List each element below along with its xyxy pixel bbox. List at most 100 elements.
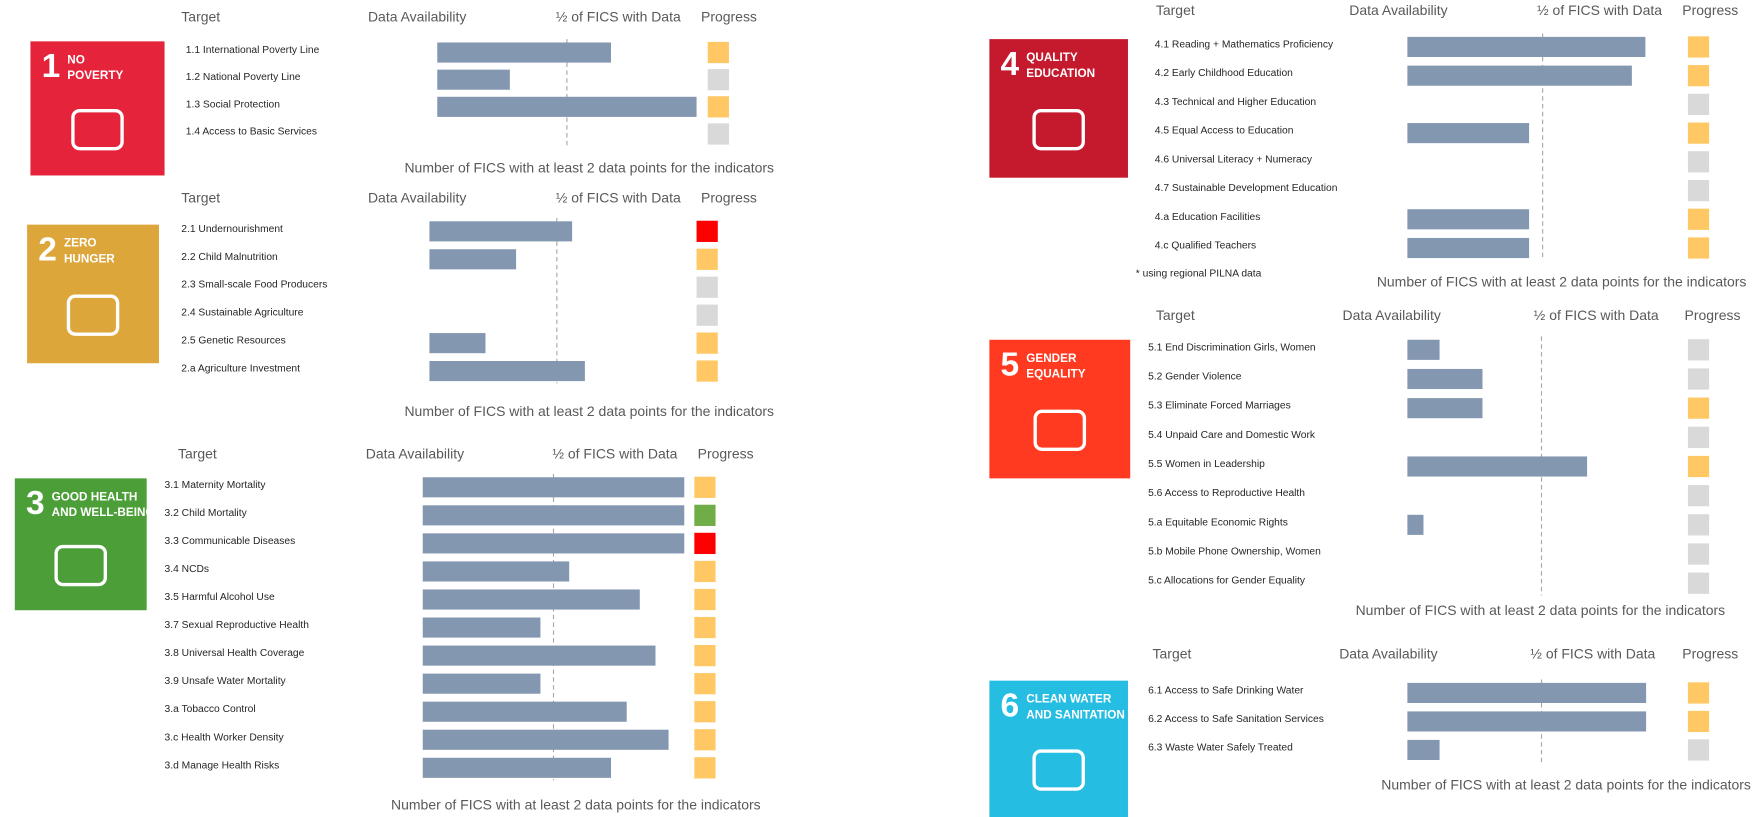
progress-indicator	[1687, 179, 1710, 202]
footnote: * using regional PILNA data	[1136, 269, 1262, 280]
bar	[422, 617, 541, 638]
bar	[429, 333, 486, 354]
goal-pictogram	[1032, 749, 1085, 791]
column-header: Target	[178, 446, 217, 462]
target-label: 6.3 Waste Water Safely Treated	[1148, 742, 1293, 753]
progress-indicator	[696, 220, 718, 242]
bar	[1407, 237, 1530, 259]
bar	[422, 701, 627, 722]
goal-number: 5	[1001, 346, 1020, 383]
bar	[422, 477, 685, 498]
x-axis-label: Number of FICS with at least 2 data poin…	[1381, 776, 1751, 792]
target-label: 3.3 Communicable Diseases	[165, 536, 296, 547]
goal-name: POVERTY	[67, 69, 123, 82]
progress-indicator	[1687, 36, 1710, 58]
progress-indicator	[1687, 682, 1710, 704]
bar	[422, 589, 640, 610]
goal-name: CLEAN WATER	[1026, 693, 1112, 706]
progress-indicator	[696, 276, 718, 298]
bar	[437, 42, 611, 63]
progress-indicator	[694, 504, 716, 526]
target-label: 5.6 Access to Reproductive Health	[1148, 488, 1305, 499]
progress-indicator	[707, 69, 729, 91]
progress-indicator	[1687, 208, 1710, 230]
target-label: 2.5 Genetic Resources	[181, 336, 285, 347]
bar	[1407, 682, 1647, 703]
progress-indicator	[1687, 397, 1710, 419]
target-label: 2.4 Sustainable Agriculture	[181, 308, 303, 319]
progress-indicator	[1687, 426, 1710, 448]
target-label: 3.9 Unsafe Water Mortality	[165, 676, 287, 687]
column-header: Data Availability	[366, 446, 464, 462]
target-label: 4.7 Sustainable Development Education	[1155, 183, 1338, 194]
target-label: 5.3 Eliminate Forced Marriages	[1148, 401, 1291, 412]
bar	[1407, 456, 1588, 477]
goal-number: 2	[38, 231, 57, 268]
target-label: 5.b Mobile Phone Ownership, Women	[1148, 547, 1321, 558]
target-label: 1.2 National Poverty Line	[186, 72, 301, 83]
column-header: Progress	[701, 9, 757, 25]
bar	[437, 96, 697, 117]
goal-name: EDUCATION	[1026, 67, 1095, 80]
goal-pictogram	[1032, 108, 1085, 151]
progress-indicator	[694, 673, 716, 695]
column-header: Data Availability	[1349, 2, 1447, 18]
progress-indicator	[694, 616, 716, 639]
goal-name: AND WELL-BEING	[52, 506, 155, 519]
target-label: 3.4 NCDs	[165, 564, 210, 575]
target-label: 3.7 Sexual Reproductive Health	[165, 620, 310, 631]
column-header: ½ of FICS with Data	[552, 446, 677, 462]
goal-name: AND SANITATION	[1026, 708, 1125, 721]
target-label: 3.5 Harmful Alcohol Use	[165, 592, 275, 603]
x-axis-label: Number of FICS with at least 2 data poin…	[391, 797, 761, 813]
progress-indicator	[1687, 368, 1710, 390]
goal-icon	[989, 39, 1128, 178]
bar	[422, 729, 669, 750]
target-label: 2.2 Child Malnutrition	[181, 252, 278, 263]
progress-indicator	[1687, 237, 1710, 259]
progress-indicator	[694, 560, 716, 583]
goal-name: NO	[67, 53, 85, 66]
bar	[422, 505, 685, 526]
progress-indicator	[696, 248, 718, 270]
bar	[1407, 123, 1530, 144]
goal-pictogram	[1033, 409, 1087, 451]
bar	[1407, 739, 1440, 760]
target-label: 2.a Agriculture Investment	[181, 364, 300, 375]
goal-icon	[30, 41, 165, 176]
bar	[1407, 209, 1530, 230]
column-header: Target	[1156, 2, 1195, 18]
goal-icon	[27, 224, 159, 364]
target-label: 1.4 Access to Basic Services	[186, 126, 317, 137]
x-axis-label: Number of FICS with at least 2 data poin…	[404, 159, 774, 175]
column-header: Progress	[1685, 307, 1741, 323]
progress-indicator	[1687, 151, 1710, 173]
progress-indicator	[1687, 339, 1710, 361]
progress-indicator	[707, 41, 729, 64]
goal-icon	[989, 680, 1128, 817]
bar	[437, 69, 510, 90]
goal-number: 3	[26, 485, 45, 522]
progress-indicator	[1687, 739, 1710, 761]
column-header: Progress	[1682, 646, 1738, 662]
column-header: Data Availability	[1339, 646, 1437, 662]
target-label: 4.6 Universal Literacy + Numeracy	[1155, 154, 1313, 165]
column-header: Target	[181, 190, 220, 206]
target-label: 6.1 Access to Safe Drinking Water	[1148, 685, 1304, 696]
target-label: 5.4 Unpaid Care and Domestic Work	[1148, 430, 1316, 441]
target-label: 4.2 Early Childhood Education	[1155, 68, 1293, 79]
target-label: 5.1 End Discrimination Girls, Women	[1148, 342, 1316, 353]
progress-indicator	[1687, 122, 1710, 144]
target-label: 4.3 Technical and Higher Education	[1155, 97, 1317, 108]
progress-indicator	[707, 96, 729, 118]
bar	[1407, 514, 1424, 535]
x-axis-label: Number of FICS with at least 2 data poin…	[1377, 273, 1747, 289]
column-header: ½ of FICS with Data	[556, 9, 681, 25]
progress-indicator	[694, 701, 716, 723]
target-label: 4.1 Reading + Mathematics Proficiency	[1155, 39, 1334, 50]
progress-indicator	[694, 644, 716, 667]
target-label: 4.5 Equal Access to Education	[1155, 126, 1294, 137]
column-header: Data Availability	[368, 9, 466, 25]
target-label: 3.d Manage Health Risks	[165, 760, 280, 771]
goal-number: 4	[1001, 46, 1020, 83]
